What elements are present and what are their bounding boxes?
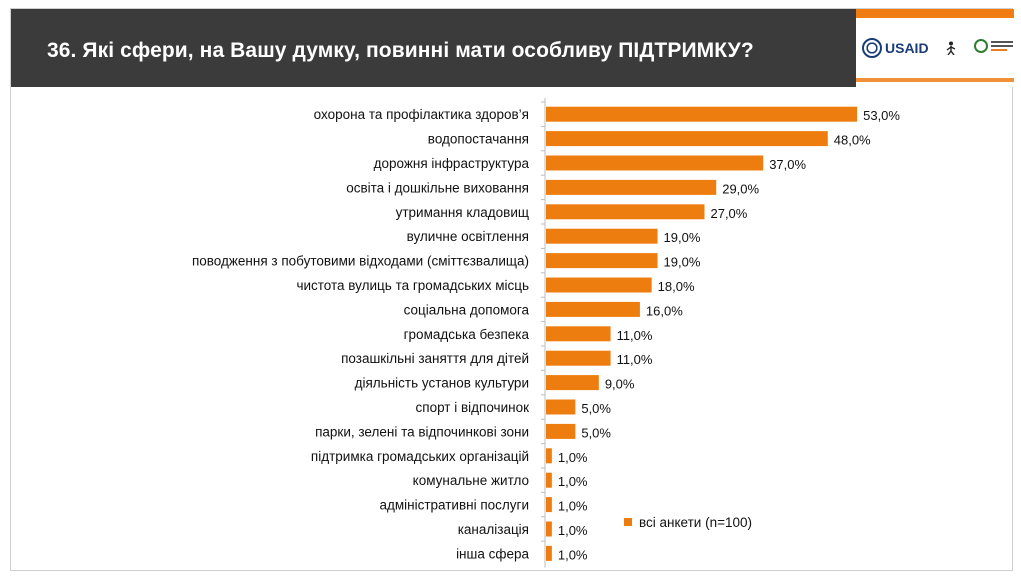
category-label: позашкільні заняття для дітей: [341, 351, 529, 366]
bar: [546, 228, 658, 244]
data-label: 1,0%: [558, 499, 588, 514]
legend-swatch: [624, 518, 632, 526]
slide: 36. Які сфери, на Вашу думку, повинні ма…: [10, 8, 1014, 571]
data-label: 1,0%: [558, 523, 588, 538]
bar: [546, 301, 640, 317]
bar: [546, 179, 717, 195]
category-label: дорожня інфраструктура: [374, 156, 530, 171]
logo-stripe-bottom: [856, 78, 1014, 82]
data-label: 27,0%: [710, 206, 747, 221]
bar: [546, 423, 576, 439]
global-communities-logo: [974, 39, 1013, 53]
data-label: 9,0%: [605, 377, 635, 392]
logo-stripe: [856, 9, 1014, 18]
bar: [546, 375, 599, 391]
bar: [546, 472, 552, 488]
bar: [546, 131, 828, 147]
bar: [546, 521, 552, 537]
category-label: громадська безпека: [404, 327, 530, 342]
data-label: 1,0%: [558, 547, 588, 562]
data-label: 37,0%: [769, 157, 806, 172]
slide-header: 36. Які сфери, на Вашу думку, повинні ма…: [11, 9, 856, 87]
data-label: 11,0%: [617, 352, 653, 367]
data-label: 16,0%: [646, 303, 683, 318]
data-label: 11,0%: [617, 328, 653, 343]
data-label: 1,0%: [558, 474, 588, 489]
bar: [546, 497, 552, 513]
category-label: каналізація: [458, 522, 529, 537]
usaid-logo-text: USAID: [885, 40, 929, 56]
category-label: утримання кладовищ: [396, 205, 529, 220]
usaid-seal-icon: [862, 38, 882, 58]
category-label: освіта і дошкільне виховання: [346, 180, 529, 195]
data-label: 18,0%: [658, 279, 695, 294]
bar: [546, 326, 611, 342]
bar: [546, 277, 652, 293]
data-label: 5,0%: [581, 401, 611, 416]
bar: [546, 350, 611, 366]
category-label: поводження з побутовими відходами (смітт…: [192, 254, 529, 269]
logo-wordmark: [991, 39, 1013, 53]
data-label: 19,0%: [664, 230, 701, 245]
category-label: охорона та профілактика здоров’я: [314, 107, 529, 122]
data-label: 48,0%: [834, 133, 871, 148]
category-label: інша сфера: [456, 546, 529, 561]
data-label: 19,0%: [664, 255, 701, 270]
bar: [546, 399, 576, 415]
category-label: комунальне житло: [413, 473, 529, 488]
bar: [546, 253, 658, 269]
page-title: 36. Які сфери, на Вашу думку, повинні ма…: [47, 39, 754, 62]
data-label: 29,0%: [722, 181, 759, 196]
category-label: чистота вулиць та громадських місць: [296, 278, 529, 293]
category-label: діяльність установ культури: [355, 376, 529, 391]
usaid-logo: USAID: [862, 35, 929, 61]
bar: [546, 155, 764, 171]
category-label: адміністративні послуги: [379, 498, 529, 513]
globe-icon: [974, 39, 988, 53]
category-label: вуличне освітлення: [407, 229, 529, 244]
legend-label: всі анкети (n=100): [639, 515, 752, 530]
person-figure-icon: [946, 41, 956, 55]
category-label: підтримка громадських організацій: [311, 449, 529, 464]
bar: [546, 448, 552, 464]
category-label: парки, зелені та відпочинкові зони: [315, 424, 529, 439]
bar: [546, 204, 705, 220]
data-label: 1,0%: [558, 450, 588, 465]
bar: [546, 106, 858, 122]
data-label: 5,0%: [581, 425, 611, 440]
data-label: 53,0%: [863, 108, 900, 123]
category-label: соціальна допомога: [404, 302, 530, 317]
category-label: спорт і відпочинок: [416, 400, 530, 415]
category-label: водопостачання: [428, 132, 529, 147]
bar: [546, 545, 552, 561]
logo-area: USAID: [856, 9, 1014, 87]
